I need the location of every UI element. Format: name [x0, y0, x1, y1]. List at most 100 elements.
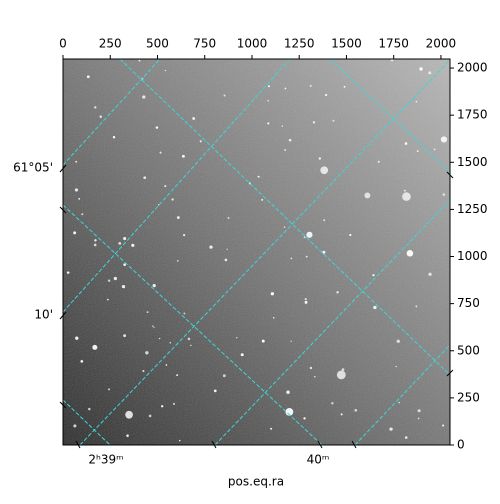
- star: [261, 339, 265, 343]
- star: [284, 149, 287, 151]
- star: [138, 59, 141, 62]
- star: [303, 417, 306, 420]
- y-tick-label: 1750: [457, 108, 488, 122]
- image: [63, 59, 450, 445]
- star: [290, 257, 293, 260]
- star: [389, 427, 393, 431]
- star: [106, 298, 109, 301]
- star: [108, 388, 111, 391]
- star: [442, 424, 445, 427]
- star: [145, 351, 149, 355]
- star: [340, 413, 343, 416]
- x-tick-label: 500: [146, 37, 169, 51]
- star: [169, 341, 172, 344]
- x-tick-label: 0: [59, 37, 67, 51]
- star: [223, 94, 226, 97]
- star: [415, 100, 418, 103]
- star: [183, 312, 186, 315]
- star: [143, 176, 147, 180]
- star: [270, 427, 273, 430]
- star: [288, 138, 292, 142]
- star: [349, 233, 352, 237]
- star: [267, 122, 270, 125]
- star: [373, 305, 377, 310]
- x-tick-label: 1500: [331, 37, 362, 51]
- star: [267, 100, 269, 102]
- star: [80, 359, 84, 363]
- y-tick-label: 1000: [457, 249, 488, 263]
- star: [161, 405, 164, 408]
- star: [403, 189, 406, 192]
- star: [94, 106, 97, 109]
- star: [142, 370, 145, 373]
- ra-label: 2ʰ39ᵐ: [88, 453, 123, 467]
- star: [123, 236, 127, 241]
- star: [341, 368, 345, 371]
- coordinate-grid: [63, 59, 450, 445]
- star: [123, 263, 126, 266]
- star: [419, 67, 423, 71]
- star: [125, 410, 133, 419]
- star: [406, 250, 414, 257]
- star: [222, 374, 226, 378]
- dec-label: 10': [34, 308, 53, 322]
- star: [336, 370, 346, 380]
- star: [320, 166, 329, 175]
- star: [146, 311, 149, 314]
- star: [164, 185, 167, 188]
- star: [417, 409, 421, 413]
- star: [131, 243, 135, 247]
- star: [148, 414, 152, 418]
- star: [142, 95, 146, 99]
- star: [331, 402, 334, 405]
- y-tick-label: 250: [457, 390, 480, 404]
- star: [395, 365, 397, 368]
- y-tick-label: 2000: [457, 61, 488, 75]
- star: [402, 192, 411, 201]
- x-tick-label: 1250: [284, 37, 315, 51]
- ra-label: 40ᵐ: [307, 453, 330, 467]
- star: [442, 193, 446, 196]
- star: [372, 274, 375, 277]
- star: [285, 407, 294, 416]
- star: [312, 121, 316, 124]
- star: [192, 117, 195, 120]
- star: [267, 85, 270, 88]
- star: [281, 125, 284, 127]
- star: [213, 389, 217, 393]
- star: [75, 336, 79, 340]
- star: [113, 276, 118, 281]
- star: [433, 148, 436, 151]
- star: [165, 364, 168, 366]
- star: [199, 140, 202, 143]
- star: [322, 250, 326, 254]
- star: [118, 241, 122, 245]
- star: [417, 417, 420, 420]
- star: [336, 291, 339, 294]
- star: [123, 334, 127, 338]
- y-tick-label: 1250: [457, 202, 488, 216]
- x-axis-label: pos.eq.ra: [228, 475, 284, 489]
- star: [415, 305, 418, 308]
- star: [153, 326, 155, 329]
- star: [272, 316, 275, 319]
- star: [261, 198, 264, 201]
- star: [152, 284, 156, 288]
- star: [404, 436, 408, 439]
- plot-frame: [62, 58, 451, 446]
- star: [286, 390, 290, 394]
- star: [209, 245, 213, 249]
- star: [183, 234, 186, 237]
- star: [159, 151, 162, 154]
- star: [176, 374, 179, 377]
- coordinate-ticks: [59, 164, 454, 449]
- star: [74, 188, 79, 192]
- star: [305, 255, 308, 258]
- star: [343, 85, 346, 88]
- star: [92, 344, 98, 350]
- y-tick-label: 750: [457, 296, 480, 310]
- star: [73, 424, 77, 428]
- star: [235, 336, 238, 339]
- star: [306, 231, 313, 238]
- star: [73, 231, 77, 235]
